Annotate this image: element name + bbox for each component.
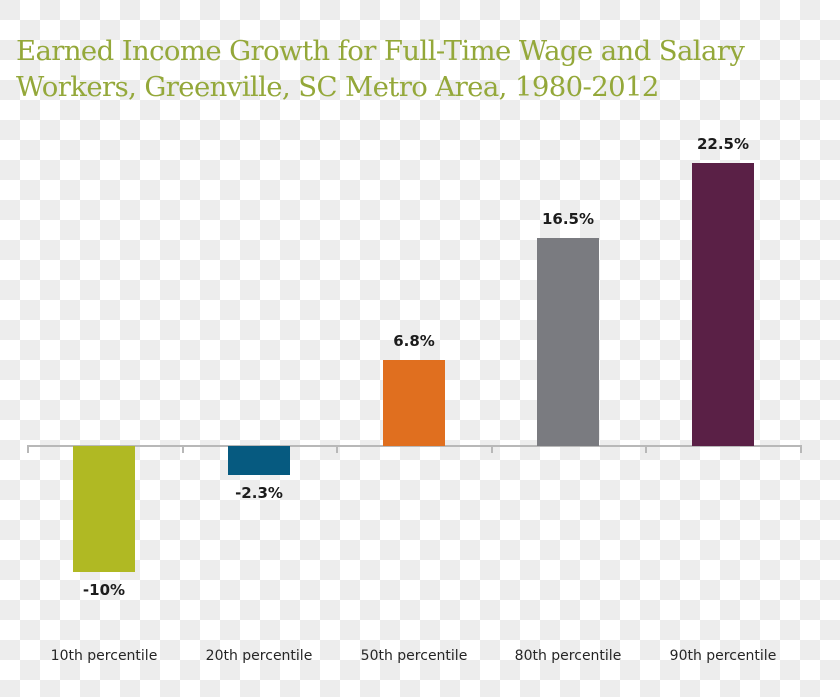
bar-10th-percentile (73, 446, 135, 572)
chart-title: Earned Income Growth for Full-Time Wage … (16, 35, 745, 103)
bar-50th-percentile (383, 360, 445, 446)
x-axis-category-label: 10th percentile (50, 648, 158, 664)
x-axis-tick (645, 446, 647, 453)
data-label: -10% (82, 581, 126, 599)
x-axis-tick (336, 446, 338, 453)
bar-80th-percentile (537, 238, 599, 446)
x-axis-category-label: 20th percentile (205, 648, 313, 664)
bar-90th-percentile (692, 163, 754, 446)
x-axis-tick (800, 446, 802, 453)
x-axis-tick (182, 446, 184, 453)
x-axis-category-label: 90th percentile (669, 648, 777, 664)
data-label: -2.3% (235, 484, 283, 502)
x-axis-category-label: 80th percentile (514, 648, 622, 664)
x-axis-category-label: 50th percentile (360, 648, 468, 664)
x-axis-tick (27, 446, 29, 453)
x-axis-tick (491, 446, 493, 453)
data-label: 6.8% (393, 332, 435, 350)
x-axis-line (27, 445, 802, 447)
data-label: 16.5% (541, 210, 595, 228)
data-label: 22.5% (696, 135, 750, 153)
bar-20th-percentile (228, 446, 290, 475)
